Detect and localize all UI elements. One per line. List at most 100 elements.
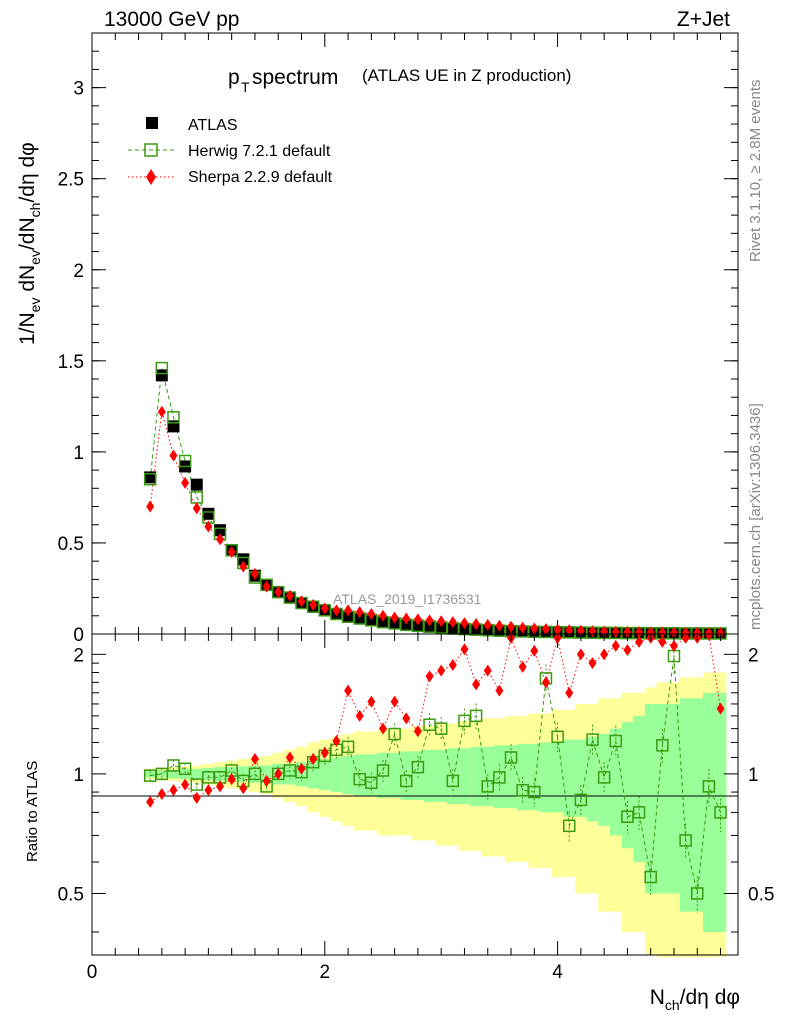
sherpa-ratio-point xyxy=(262,774,271,787)
sherpa-point xyxy=(553,623,562,636)
stat-uncertainty-band xyxy=(423,749,436,802)
mcplots-label: mcplots.cern.ch [arXiv:1306.3436] xyxy=(747,403,764,630)
legend-item-sherpa: Sherpa 2.2.9 default xyxy=(128,169,333,186)
ratio-ytick-label: 0.5 xyxy=(58,884,84,905)
herwig-ratio-point xyxy=(656,739,669,752)
sherpa-ratio-point xyxy=(588,657,597,670)
atlas-point xyxy=(214,524,227,537)
sherpa-ratio-point xyxy=(250,753,259,766)
herwig-ratio-point xyxy=(609,734,623,748)
stat-uncertainty-band xyxy=(458,748,471,804)
sherpa-point xyxy=(716,627,725,640)
stat-uncertainty-band xyxy=(644,703,657,894)
sherpa-point xyxy=(437,615,446,628)
sherpa-ratio-point xyxy=(530,644,539,657)
sherpa-point xyxy=(658,626,667,639)
stat-uncertainty-band xyxy=(470,746,482,807)
herwig-ratio-point xyxy=(376,764,390,777)
sherpa-point xyxy=(181,476,190,489)
sherpa-point xyxy=(518,621,527,634)
legend-item-atlas: ATLAS xyxy=(146,117,238,134)
ratio-ytick-label-right: 0.5 xyxy=(748,884,774,905)
herwig-ratio-point xyxy=(446,774,460,788)
main-ytick-label: 3 xyxy=(73,79,84,100)
sherpa-ratio-point xyxy=(600,648,609,661)
atlas-point xyxy=(400,618,413,631)
herwig-ratio-point xyxy=(714,806,727,819)
stat-uncertainty-band xyxy=(586,736,599,822)
sherpa-ratio-point xyxy=(285,751,294,764)
stat-uncertainty-band xyxy=(318,759,331,791)
stat-uncertainty-band xyxy=(703,692,715,932)
herwig-ratio-point xyxy=(248,767,262,781)
sherpa-ratio-point xyxy=(402,712,411,725)
herwig-ratio-point xyxy=(702,780,716,793)
stat-uncertainty-band xyxy=(528,743,541,811)
sherpa-ratio-point xyxy=(565,686,574,699)
herwig-ratio-point xyxy=(504,751,518,764)
sherpa-point xyxy=(274,586,283,599)
sherpa-ratio-point xyxy=(146,795,155,808)
herwig-ratio-point xyxy=(691,887,704,900)
main-ytick-label: 1.5 xyxy=(58,352,84,373)
main-series xyxy=(143,361,727,640)
main-ytick-label: 2.5 xyxy=(58,170,84,191)
herwig-ratio-point xyxy=(434,722,448,735)
herwig-ratio-point xyxy=(679,834,692,847)
stat-uncertainty-band xyxy=(540,742,552,813)
sherpa-ratio-point xyxy=(716,702,725,715)
herwig-point xyxy=(178,454,192,468)
sherpa-ratio-point xyxy=(355,709,364,722)
stat-uncertainty-band xyxy=(388,752,401,798)
sherpa-point xyxy=(204,520,213,533)
sherpa-ratio-point xyxy=(274,767,283,780)
sherpa-point xyxy=(285,589,294,602)
herwig-ratio-point xyxy=(562,819,576,833)
sherpa-ratio-point xyxy=(413,725,422,738)
sherpa-point xyxy=(541,623,550,636)
stat-uncertainty-band xyxy=(633,715,645,863)
sherpa-ratio-point xyxy=(157,787,166,800)
sherpa-point xyxy=(565,624,574,637)
stat-uncertainty-band xyxy=(214,767,226,781)
process-label: Z+Jet xyxy=(677,8,730,31)
herwig-point xyxy=(143,472,157,486)
atlas-point xyxy=(353,612,366,625)
sherpa-ratio-point xyxy=(204,784,213,797)
stat-uncertainty-band xyxy=(260,765,273,783)
stat-uncertainty-band xyxy=(307,760,319,789)
legend-label-atlas: ATLAS xyxy=(188,117,238,134)
ratio-ylabel: Ratio to ATLAS xyxy=(24,761,41,862)
herwig-point xyxy=(167,411,180,424)
sherpa-ratio-point xyxy=(344,684,353,697)
herwig-ratio-point xyxy=(632,806,646,819)
stat-uncertainty-band xyxy=(563,739,576,817)
sherpa-point xyxy=(448,616,457,629)
sherpa-ratio-point xyxy=(169,784,178,797)
atlas-point xyxy=(411,619,424,632)
sherpa-ratio-point xyxy=(192,791,201,804)
sherpa-point xyxy=(472,617,481,630)
sherpa-ratio-point xyxy=(460,643,469,656)
sherpa-point xyxy=(262,580,271,593)
ratio-axis-ticks: 0.5 0.5 1 1 2 2 0 2 4 xyxy=(58,634,774,983)
stat-uncertainty-band xyxy=(609,728,622,836)
sherpa-ratio-point xyxy=(309,753,318,766)
sherpa-point xyxy=(227,546,236,559)
stat-uncertainty-band xyxy=(342,755,354,794)
sherpa-ratio-point xyxy=(437,664,446,677)
main-ytick-label: 2 xyxy=(73,261,84,282)
herwig-ratio-point xyxy=(586,733,599,746)
stat-uncertainty-band xyxy=(505,745,517,809)
herwig-ratio-point xyxy=(411,760,425,774)
sherpa-point xyxy=(146,500,155,513)
legend-item-herwig: Herwig 7.2.1 default xyxy=(128,143,331,160)
ratio-ytick-label: 1 xyxy=(73,765,84,786)
atlas-point xyxy=(365,614,378,627)
sherpa-ratio-point xyxy=(704,628,713,641)
herwig-ratio-point xyxy=(155,767,169,781)
atlas-point xyxy=(435,621,448,634)
sherpa-ratio-point xyxy=(181,778,190,791)
energy-label: 13000 GeV pp xyxy=(104,8,239,31)
